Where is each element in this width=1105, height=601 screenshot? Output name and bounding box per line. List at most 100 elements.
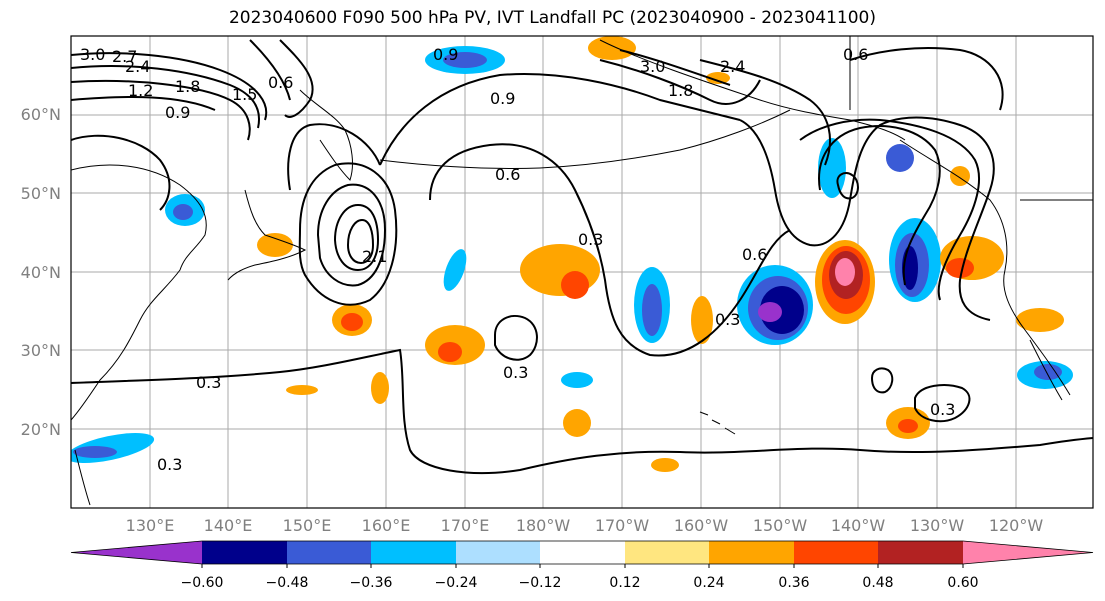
ivt-anomaly-fills (71, 36, 1073, 472)
contour-label-1.5: 1.5 (232, 85, 257, 104)
colorbar-tick-6: 0.12 (609, 575, 640, 591)
contour-label-0.3-e: 0.3 (715, 310, 740, 329)
pv-contour-north-bundle-4 (71, 96, 216, 111)
fill-pos-central-core (438, 342, 462, 362)
coast-philippines (74, 449, 91, 506)
fill-pos-tropics (651, 458, 679, 472)
lon-label-140w: 140°W (831, 516, 886, 535)
pv-contour-0.6-mid (429, 143, 791, 357)
map-title: 2023040600 F090 500 hPa PV, IVT Landfall… (228, 8, 876, 28)
contour-labels-extra: 0.9 0.6 0.3 0.3 0.3 0.6 0.3 0.9 0.6 0.3 … (157, 45, 955, 474)
colorbar-segments (70, 540, 1094, 568)
map-content (71, 36, 1093, 508)
lat-labels: 60°N 50°N 40°N 30°N 20°N (21, 105, 61, 439)
lon-label-150e: 150°E (283, 516, 332, 535)
coast-alaska (599, 39, 906, 141)
fill-pos-coast-core (946, 258, 974, 278)
pv-contours (71, 39, 1093, 475)
pv-contour-outer-west (287, 123, 381, 191)
contour-label-0.6-b: 0.6 (843, 45, 868, 64)
lat-label-40: 40°N (21, 263, 61, 282)
fill-pos-140w-peak (835, 258, 855, 286)
colorbar-segment-4 (456, 541, 540, 564)
fill-neg-bc (886, 144, 914, 172)
contour-label-2.7: 2.7 (112, 47, 137, 66)
lon-label-140e: 140°E (204, 516, 253, 535)
fill-pos-hawaii-east-core (898, 419, 918, 433)
colorbar-segment-9 (878, 541, 963, 564)
colorbar-tick-5: −0.12 (519, 575, 562, 591)
colorbar-tick-8: 0.36 (778, 575, 809, 591)
pv-contour-0.3 (71, 348, 1093, 475)
pv-contour-kuril-1 (298, 162, 398, 306)
colorbar-tick-10: 0.60 (947, 575, 978, 591)
pv-contour-alaska-loop (836, 172, 859, 200)
colorbar: −0.60 −0.48 −0.36 −0.24 −0.12 0.12 0.24 … (70, 540, 1094, 591)
lon-labels: 130°E 140°E 150°E 160°E 170°E 180°W 170°… (126, 516, 1044, 535)
fill-pos-topright (706, 72, 730, 84)
fill-neg-midpac (443, 249, 467, 291)
fill-pos-small-a (371, 372, 389, 404)
lon-label-130e: 130°E (126, 516, 175, 535)
pv-contour-kuril-2 (316, 183, 387, 287)
colorbar-segment-extend-low (71, 541, 202, 564)
colorbar-tick-3: −0.36 (350, 575, 393, 591)
fill-pos-subtrop (563, 409, 591, 437)
colorbar-tick-7: 0.24 (693, 575, 724, 591)
contour-label-0.3: 0.3 (196, 373, 221, 392)
lon-label-170w: 170°W (595, 516, 650, 535)
coast-kamchatka (299, 89, 353, 181)
coast-asia (71, 164, 207, 421)
colorbar-ticks: −0.60 −0.48 −0.36 −0.24 −0.12 0.12 0.24 … (181, 575, 979, 591)
pv-contour-small-loop (494, 315, 538, 361)
contour-labels: 3.0 2.7 2.4 2.1 1.8 1.5 1.2 0.9 0.6 0.3 (80, 45, 520, 392)
fill-neg-150w-peak (758, 302, 782, 322)
contour-label-0.9-c: 0.9 (165, 103, 190, 122)
lon-label-120w: 120°W (989, 516, 1044, 535)
lat-label-20: 20°N (21, 420, 61, 439)
pv-contour-north-bundle-2 (71, 64, 260, 129)
fill-pos-honshu (257, 233, 293, 257)
pv-contour-east-loop (914, 384, 971, 423)
fill-pos-north (588, 36, 636, 60)
lon-label-170e: 170°E (441, 516, 490, 535)
contour-label-0.9-b: 0.9 (433, 45, 458, 64)
coast-hawaii (699, 411, 736, 435)
pv-contour-east-4 (699, 59, 831, 166)
fill-neg-baja-core (1034, 364, 1062, 380)
colorbar-segment-extend-high (963, 541, 1093, 564)
coast-na-west (899, 139, 1071, 396)
contour-label-1.8: 1.8 (175, 77, 200, 96)
lon-label-160e: 160°E (362, 516, 411, 535)
fill-pos-socal (1016, 308, 1064, 332)
contour-label-0.3-f: 0.3 (930, 400, 955, 419)
contour-label-2.4-b: 2.4 (720, 57, 745, 76)
contour-label-0.9: 0.9 (490, 89, 515, 108)
contour-label-2.1: 2.1 (362, 247, 387, 266)
contour-label-1.2: 1.2 (128, 81, 153, 100)
pv-contour-0.9-west (279, 39, 314, 118)
contour-label-0.3-b: 0.3 (503, 363, 528, 382)
fill-neg-150w-core (760, 286, 804, 334)
colorbar-segment-6 (625, 541, 709, 564)
pv-contour-japan-west (71, 134, 171, 211)
contour-label-3.0-b: 3.0 (640, 57, 665, 76)
pv-contour-east-2 (799, 118, 981, 301)
contour-label-0.3-d: 0.3 (578, 230, 603, 249)
fill-pos-westpac-core (561, 271, 589, 299)
fill-neg-subtrop (561, 372, 593, 388)
colorbar-tick-1: −0.60 (181, 575, 224, 591)
contour-label-0.6: 0.6 (495, 165, 520, 184)
contour-label-0.3-c: 0.3 (157, 455, 182, 474)
contour-label-0.6-d: 0.6 (268, 73, 293, 92)
pv-contour-0.9-mid (379, 73, 741, 166)
lon-label-150w: 150°W (753, 516, 808, 535)
pv-contour-0.6-west (249, 39, 291, 101)
colorbar-segment-1 (202, 541, 287, 564)
pv-contour-north-right-2 (619, 49, 731, 86)
lon-label-130w: 130°W (910, 516, 965, 535)
pv-contour-north-bundle-3 (71, 79, 251, 141)
fill-neg-aleutian-core (443, 52, 487, 68)
fill-neg-japan-core (173, 204, 193, 220)
